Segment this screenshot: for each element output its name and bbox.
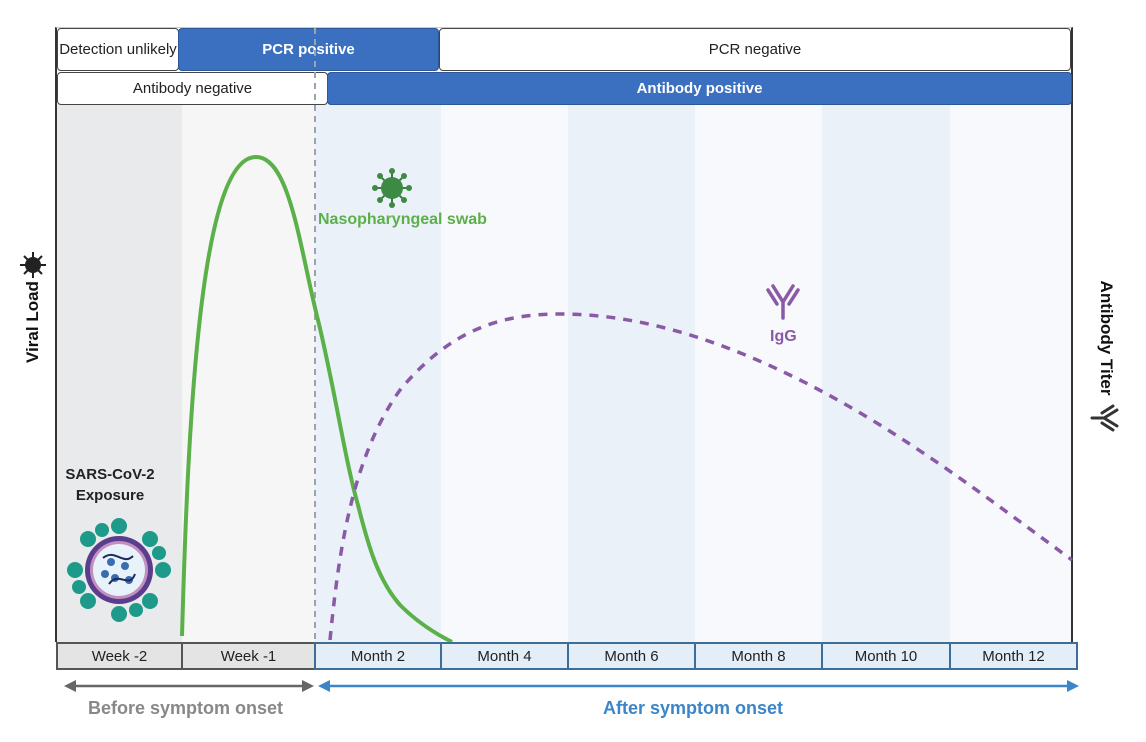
bg-month-8	[695, 104, 822, 642]
band-detection-unlikely: Detection unlikely	[57, 28, 179, 71]
tick-month-12: Month 12	[949, 642, 1078, 670]
tick-month-10: Month 10	[821, 642, 951, 670]
after-symptom-label: After symptom onset	[603, 698, 784, 718]
tick-week-2: Week -2	[56, 642, 183, 670]
coronavirus-particle-icon	[67, 518, 171, 622]
viral-load-curve	[180, 154, 453, 644]
igg-label: IgG	[770, 328, 797, 345]
exposure-label: SARS-CoV-2 Exposure	[65, 466, 155, 504]
bg-month-4	[441, 104, 568, 642]
band-pcr-negative: PCR negative	[439, 28, 1071, 71]
virus-icon	[372, 168, 412, 208]
antibody-titer-icon	[1090, 404, 1119, 432]
plot-frame	[55, 27, 1073, 642]
bg-month-10	[822, 104, 950, 642]
tick-month-2: Month 2	[314, 642, 442, 670]
antibody-icon	[766, 284, 800, 320]
bg-month-2	[315, 104, 441, 642]
band-antibody-negative: Antibody negative	[57, 72, 328, 105]
band-pcr-positive: PCR positive	[178, 28, 439, 71]
bg-week-1	[182, 104, 315, 642]
tick-month-8: Month 8	[694, 642, 823, 670]
antibody-titer-label: Antibody Titer	[1097, 280, 1116, 396]
bg-month-6	[568, 104, 695, 642]
igg-curve	[328, 312, 1074, 641]
viral-load-virus-icon	[20, 252, 46, 278]
swab-label: Nasopharyngeal swab	[318, 211, 487, 228]
bg-month-12	[950, 104, 1072, 642]
band-antibody-positive: Antibody positive	[327, 72, 1072, 105]
tick-week-1: Week -1	[181, 642, 316, 670]
tick-month-4: Month 4	[440, 642, 569, 670]
before-symptom-label: Before symptom onset	[88, 698, 284, 718]
viral-load-label: Viral Load	[23, 281, 42, 363]
tick-month-6: Month 6	[567, 642, 696, 670]
